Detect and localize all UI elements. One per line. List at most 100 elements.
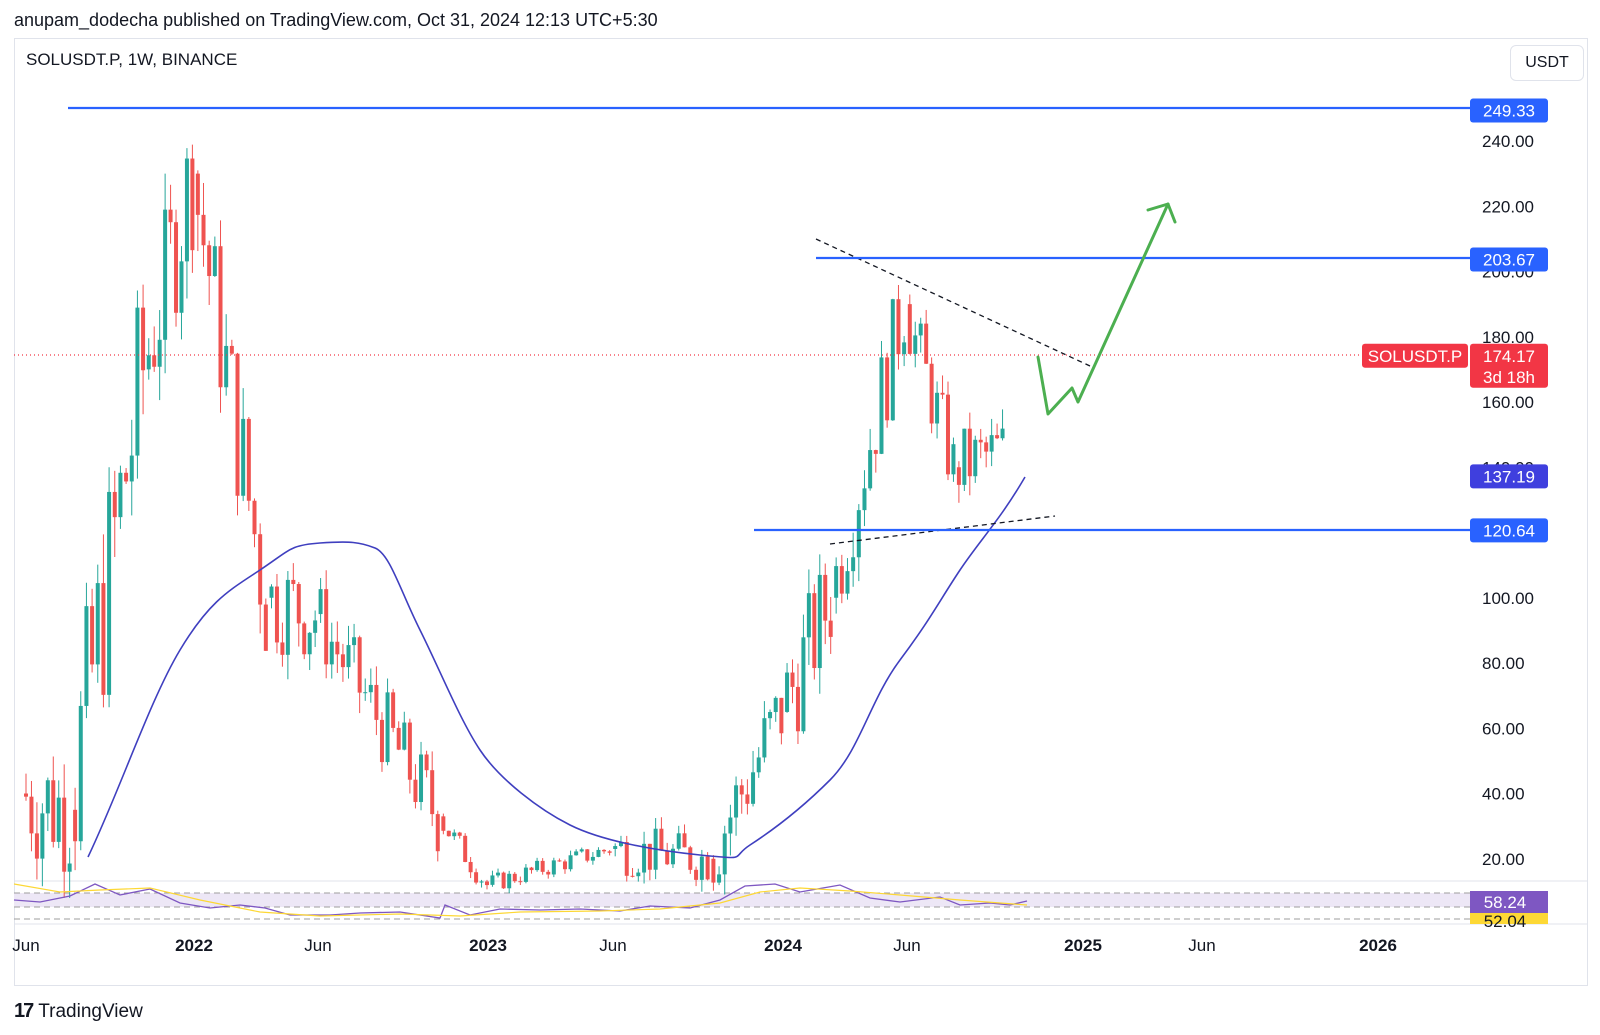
triangle-lower-trendline xyxy=(829,515,1056,545)
symbol-legend[interactable]: SOLUSDT.P, 1W, BINANCE xyxy=(26,50,238,69)
price-level-labels: 249.33 203.67 137.19 120.64 xyxy=(1470,98,1548,543)
candle-body xyxy=(902,342,907,355)
candle-body xyxy=(51,780,56,842)
candle-body xyxy=(402,722,407,750)
candle-body xyxy=(962,428,967,485)
candle-body xyxy=(670,848,675,865)
level-label-bg-support xyxy=(1470,518,1548,543)
candle-body xyxy=(490,875,495,885)
x-axis: Jun 2022 Jun 2023 Jun 2024 Jun 2025 Jun 2026 xyxy=(12,936,1397,955)
x-tick-label: Jun xyxy=(304,936,331,955)
candle-body xyxy=(647,843,652,870)
candle-body xyxy=(956,467,961,485)
candle-body xyxy=(246,418,251,501)
rsi-ma-label-bg xyxy=(1470,913,1548,924)
candle-body xyxy=(756,757,761,773)
candle-body xyxy=(174,222,179,313)
candle-body xyxy=(951,444,956,475)
last-price-symbol-bg xyxy=(1362,343,1468,368)
candle-body xyxy=(141,307,146,371)
candles-group xyxy=(24,144,1005,898)
candle-body xyxy=(218,246,223,388)
y-tick-label: 20.00 xyxy=(1482,850,1525,869)
candle-body xyxy=(252,500,257,535)
candle-body xyxy=(967,428,972,477)
candle-body xyxy=(419,754,424,803)
candle-body xyxy=(711,858,716,883)
candle-body xyxy=(263,604,268,651)
candle-body xyxy=(590,856,595,861)
candle-body xyxy=(346,645,351,668)
candle-body xyxy=(396,727,401,750)
candle-body xyxy=(978,439,983,443)
candle-body xyxy=(335,641,340,655)
candle-body xyxy=(118,472,123,518)
candle-body xyxy=(195,173,200,215)
candle-body xyxy=(324,589,329,665)
candle-body xyxy=(529,867,534,871)
candle-body xyxy=(540,860,545,872)
candle-body xyxy=(212,246,217,277)
candle-body xyxy=(129,455,134,482)
candle-body xyxy=(945,394,950,475)
level-label-resistance-top: 249.33 xyxy=(1483,102,1535,121)
candle-body xyxy=(146,355,151,370)
y-tick-label: 80.00 xyxy=(1482,654,1525,673)
candle-body xyxy=(989,435,994,452)
candle-body xyxy=(501,872,506,889)
candle-body xyxy=(728,817,733,834)
candle-body xyxy=(468,861,473,873)
y-tick-label: 220.00 xyxy=(1482,197,1534,216)
candle-body xyxy=(535,860,540,871)
candle-body xyxy=(734,785,739,818)
candle-body xyxy=(168,209,173,223)
x-tick-label: Jun xyxy=(1188,936,1215,955)
candle-body xyxy=(873,450,878,454)
footer-brand[interactable]: 17 TradingView xyxy=(14,1000,143,1023)
candle-body xyxy=(374,684,379,720)
candle-body xyxy=(885,357,890,421)
candle-body xyxy=(207,245,212,277)
candle-body xyxy=(779,697,784,734)
projection-path xyxy=(1036,202,1170,416)
candle-body xyxy=(642,843,647,873)
last-price-badge: SOLUSDT.P 174.17 3d 18h xyxy=(1362,343,1548,388)
candle-body xyxy=(67,863,72,872)
candle-body xyxy=(484,881,489,886)
x-tick-label: Jun xyxy=(12,936,39,955)
candle-body xyxy=(845,571,850,594)
candle-body xyxy=(785,672,790,712)
candle-body xyxy=(613,846,618,849)
candle-body xyxy=(694,869,699,880)
x-tick-label: Jun xyxy=(599,936,626,955)
candle-body xyxy=(407,722,412,780)
candle-body xyxy=(918,323,923,336)
candle-body xyxy=(676,833,681,849)
candle-body xyxy=(352,637,357,646)
candle-body xyxy=(318,589,323,615)
candle-body xyxy=(474,872,479,883)
candle-body xyxy=(135,307,140,456)
candle-body xyxy=(624,842,629,876)
candle-body xyxy=(602,849,607,852)
candle-body xyxy=(479,881,484,883)
candle-body xyxy=(56,797,61,842)
x-tick-label: Jun xyxy=(893,936,920,955)
level-label-resistance-mid: 203.67 xyxy=(1483,251,1535,270)
candle-body xyxy=(699,856,704,880)
candle-body xyxy=(107,491,112,695)
candle-body xyxy=(78,705,83,842)
candle-body xyxy=(507,873,512,889)
level-label-support: 120.64 xyxy=(1483,521,1535,540)
candle-body xyxy=(579,849,584,852)
candle-body xyxy=(557,860,562,862)
candle-body xyxy=(546,871,551,875)
x-tick-label: 2026 xyxy=(1359,936,1397,955)
candle-body xyxy=(269,586,274,598)
candle-body xyxy=(806,593,811,638)
x-tick-label: 2023 xyxy=(469,936,507,955)
currency-button[interactable]: USDT xyxy=(1510,45,1584,81)
candle-body xyxy=(190,158,195,251)
